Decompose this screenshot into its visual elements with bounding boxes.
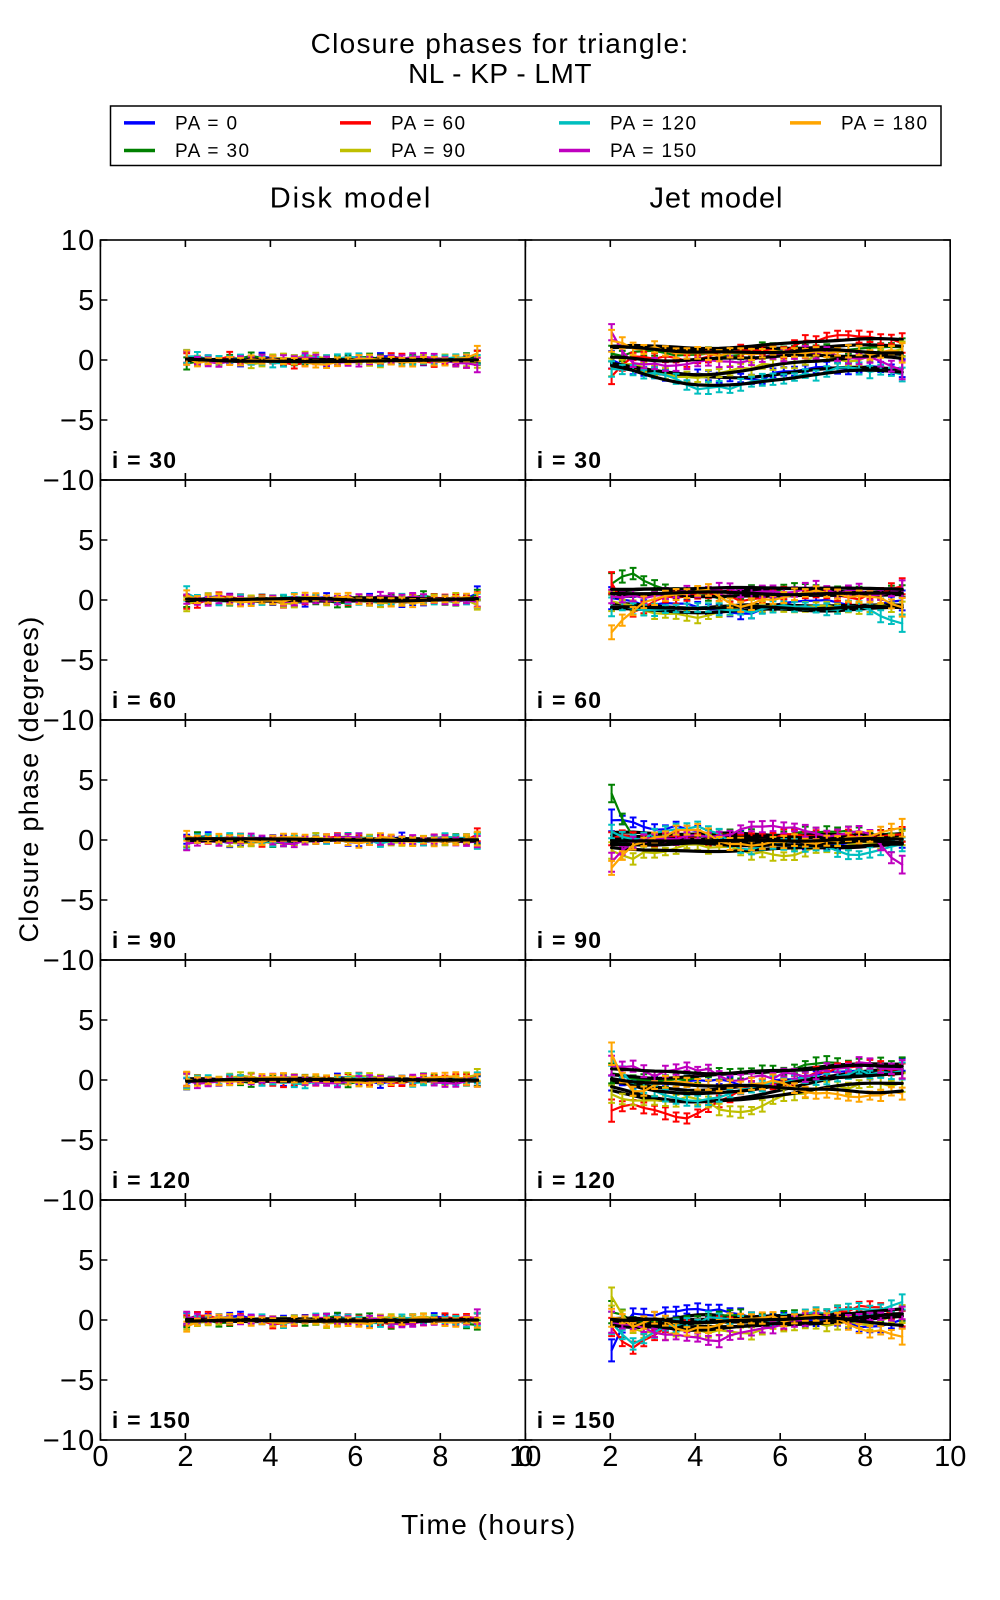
svg-text:i = 30: i = 30: [112, 447, 177, 473]
svg-text:4: 4: [687, 1441, 703, 1473]
svg-text:0: 0: [517, 1441, 533, 1473]
svg-text:−5: −5: [60, 645, 95, 677]
svg-text:PA = 120: PA = 120: [610, 114, 697, 135]
svg-text:0: 0: [78, 345, 95, 377]
svg-text:5: 5: [78, 285, 95, 317]
svg-text:i = 150: i = 150: [112, 1407, 191, 1433]
svg-text:8: 8: [432, 1441, 448, 1473]
svg-text:Closure phase (degrees): Closure phase (degrees): [14, 615, 44, 942]
svg-text:i = 120: i = 120: [112, 1167, 191, 1193]
svg-text:0: 0: [78, 1065, 95, 1097]
svg-text:5: 5: [78, 765, 95, 797]
svg-text:i = 60: i = 60: [112, 687, 177, 713]
svg-text:−5: −5: [60, 1365, 95, 1397]
svg-text:−10: −10: [43, 465, 96, 497]
svg-text:5: 5: [78, 525, 95, 557]
svg-text:2: 2: [177, 1441, 193, 1473]
svg-text:Closure phases for triangle:: Closure phases for triangle:: [311, 28, 690, 59]
svg-text:0: 0: [78, 825, 95, 857]
svg-text:NL - KP - LMT: NL - KP - LMT: [408, 58, 592, 89]
svg-text:0: 0: [92, 1441, 108, 1473]
svg-text:Jet model: Jet model: [649, 183, 783, 215]
svg-text:PA = 150: PA = 150: [610, 141, 697, 162]
svg-text:PA = 30: PA = 30: [175, 141, 250, 162]
svg-text:PA = 0: PA = 0: [175, 114, 239, 135]
svg-text:10: 10: [509, 1441, 541, 1473]
svg-text:−5: −5: [60, 1125, 95, 1157]
svg-text:i = 30: i = 30: [537, 447, 602, 473]
svg-text:4: 4: [262, 1441, 278, 1473]
svg-text:6: 6: [347, 1441, 363, 1473]
svg-text:8: 8: [857, 1441, 873, 1473]
svg-text:Disk model: Disk model: [270, 183, 432, 215]
svg-text:−5: −5: [60, 405, 95, 437]
svg-text:i = 60: i = 60: [537, 687, 602, 713]
svg-text:10: 10: [934, 1441, 966, 1473]
svg-text:i = 150: i = 150: [537, 1407, 616, 1433]
svg-text:−5: −5: [60, 885, 95, 917]
svg-text:5: 5: [78, 1245, 95, 1277]
svg-text:PA = 60: PA = 60: [391, 114, 466, 135]
svg-text:i = 90: i = 90: [537, 927, 602, 953]
svg-text:Time (hours): Time (hours): [401, 1509, 577, 1540]
svg-text:6: 6: [772, 1441, 788, 1473]
svg-text:−10: −10: [43, 705, 96, 737]
svg-text:PA = 180: PA = 180: [841, 114, 928, 135]
svg-text:PA = 90: PA = 90: [391, 141, 466, 162]
svg-text:10: 10: [61, 225, 96, 257]
svg-text:5: 5: [78, 1005, 95, 1037]
svg-text:−10: −10: [43, 1425, 96, 1457]
svg-text:0: 0: [78, 1305, 95, 1337]
svg-text:−10: −10: [43, 945, 96, 977]
svg-text:i = 90: i = 90: [112, 927, 177, 953]
svg-text:2: 2: [602, 1441, 618, 1473]
svg-text:0: 0: [78, 585, 95, 617]
svg-text:i = 120: i = 120: [537, 1167, 616, 1193]
svg-text:−10: −10: [43, 1185, 96, 1217]
